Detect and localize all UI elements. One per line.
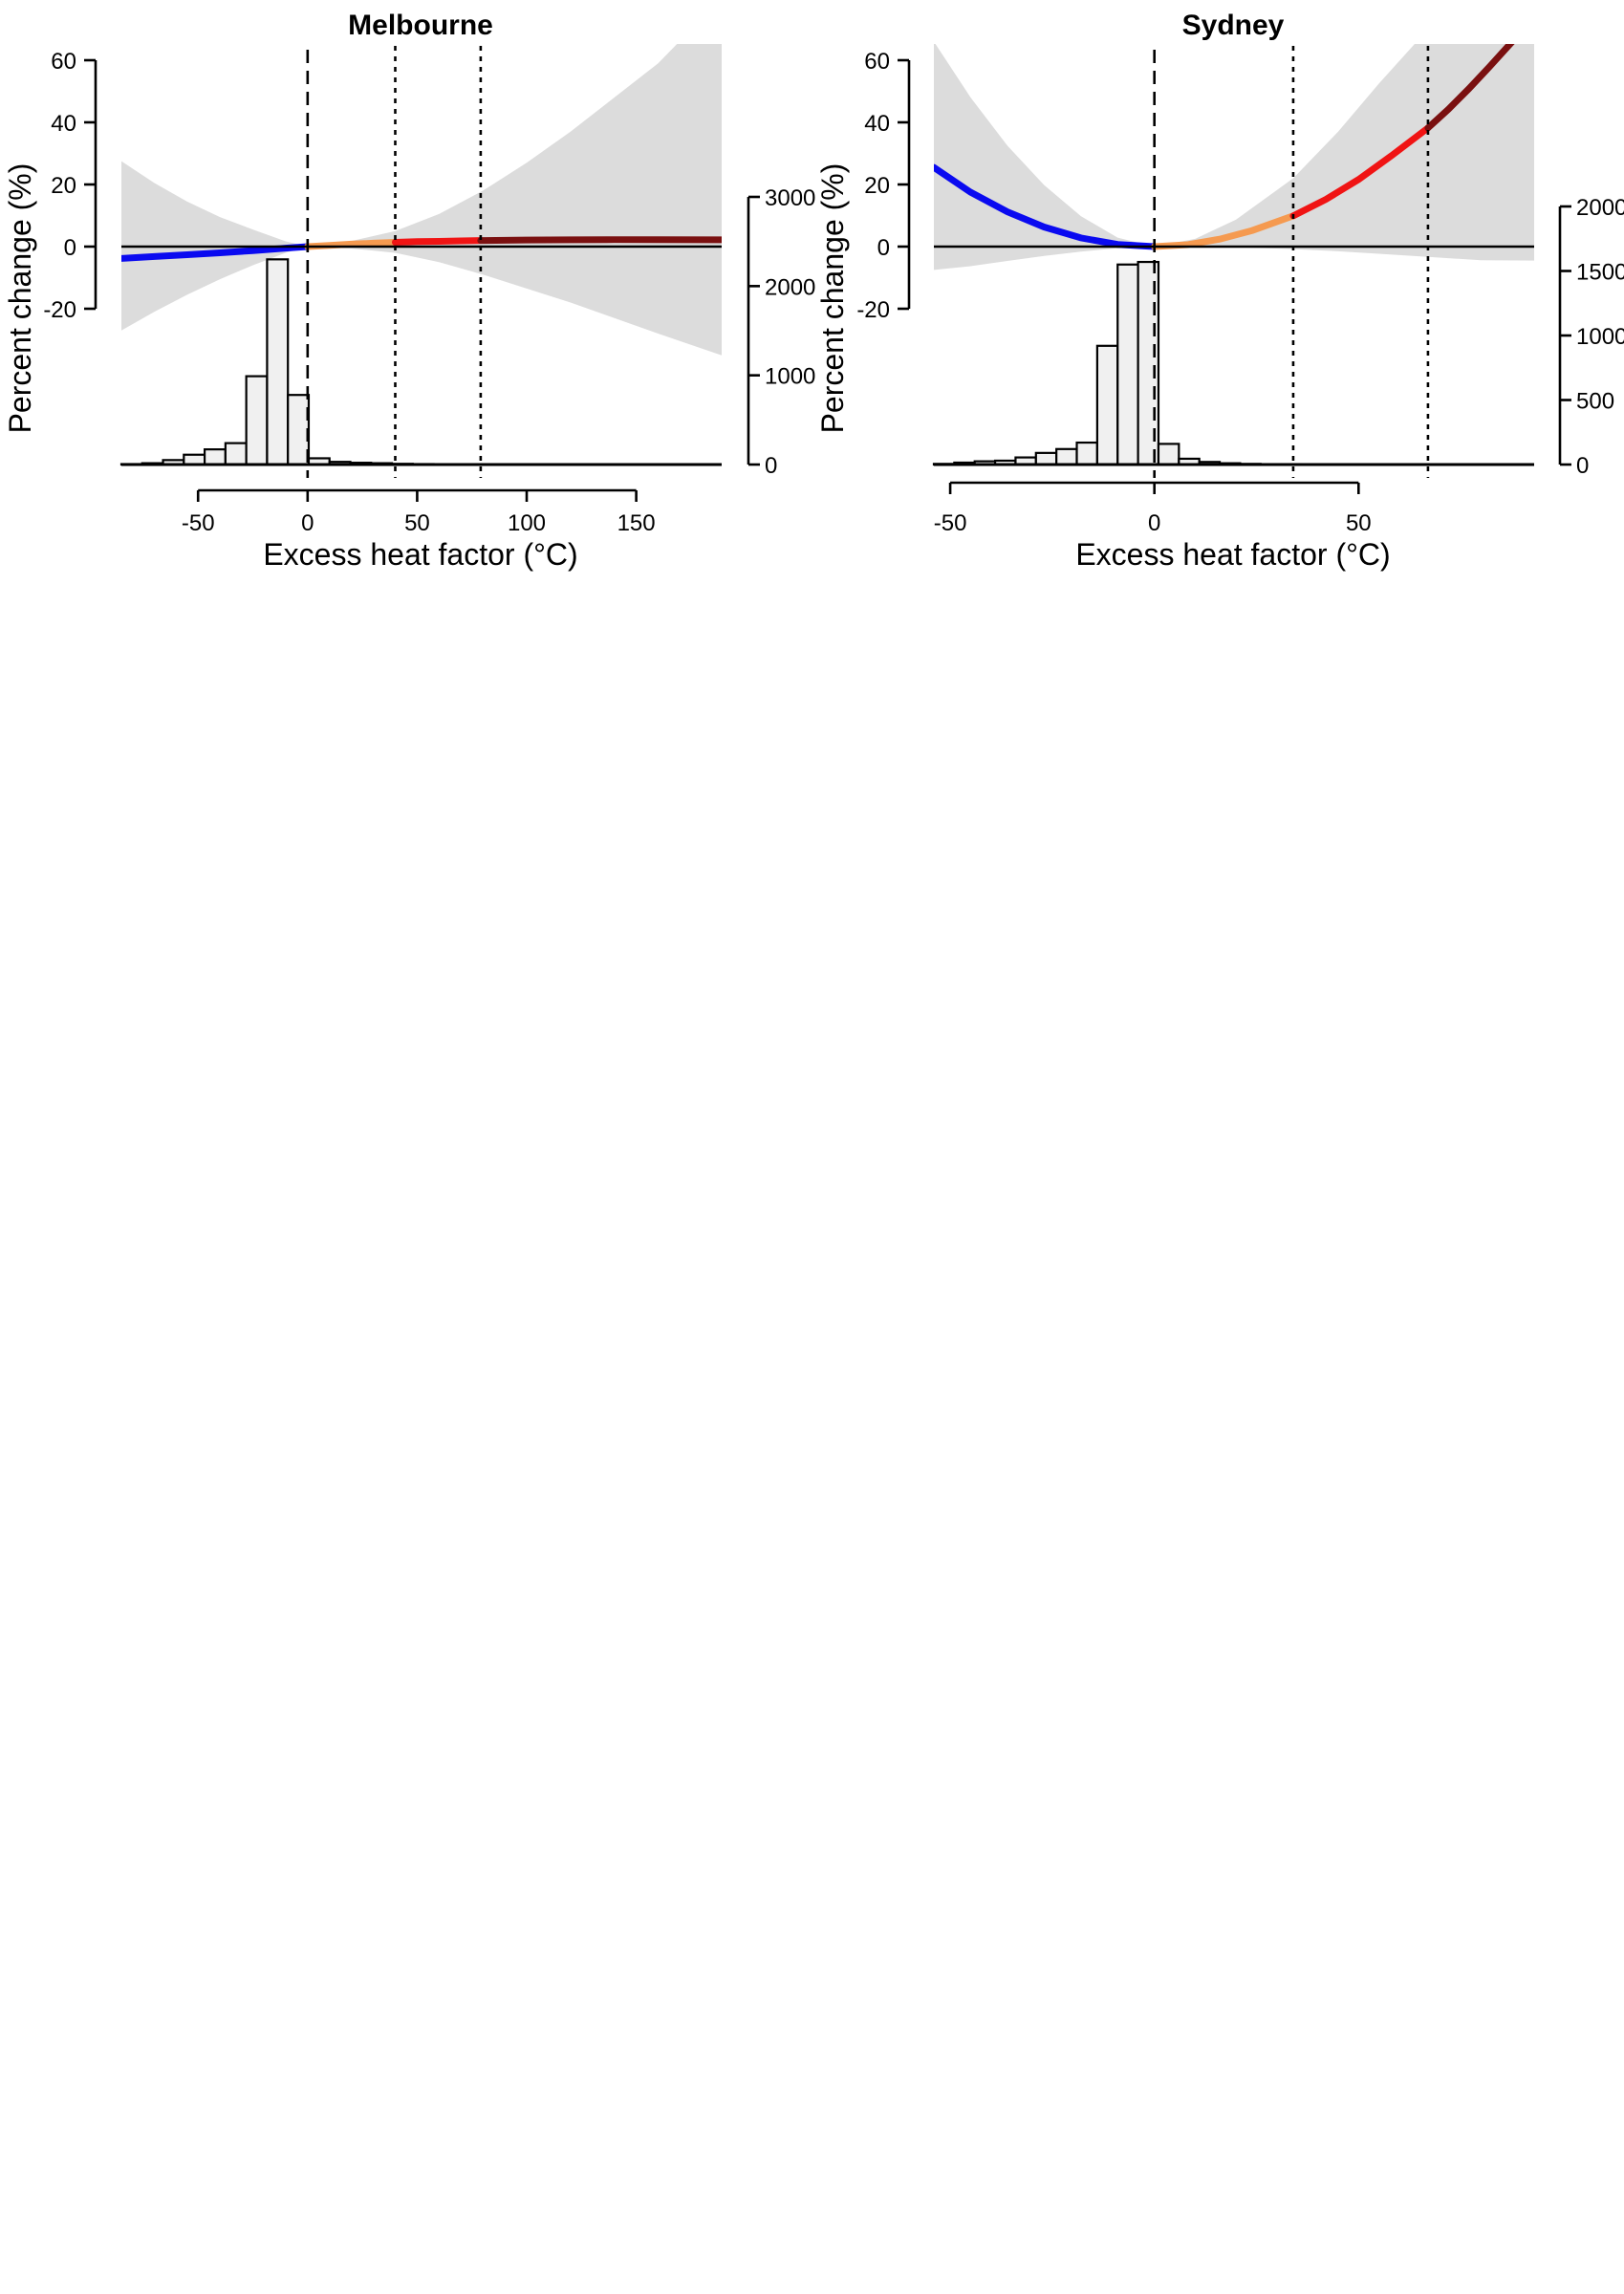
histogram-bar: [1158, 444, 1179, 465]
histogram-bar: [288, 395, 309, 465]
series-line: [395, 241, 480, 243]
x-axis-label: Excess heat factor (°C): [1075, 537, 1390, 572]
y-axis: -20 0 20 40 60: [856, 49, 909, 323]
histogram-axis-tick-label: 1000: [1576, 324, 1624, 350]
y-axis-label: Percent change (%): [815, 163, 850, 434]
y-tick-label: -20: [43, 297, 76, 323]
y-tick-label: -20: [856, 297, 890, 323]
confidence-band: [121, 0, 722, 356]
x-tick-label: 50: [1346, 510, 1372, 536]
y-tick-label: 60: [51, 49, 76, 75]
y-tick-label: 40: [51, 111, 76, 137]
histogram-axis-tick-label: 1500: [1576, 260, 1624, 286]
histogram-axis-tick-label: 2000: [1576, 195, 1624, 221]
x-axis: -50 0 50 100 150: [182, 490, 656, 536]
chart-title: Sydney: [1182, 10, 1285, 41]
histogram-bar: [247, 377, 268, 465]
x-tick-label: 50: [404, 510, 430, 536]
histogram-bar: [205, 449, 226, 465]
x-tick-label: 0: [1148, 510, 1160, 536]
histogram-axis-tick-label: 0: [1576, 453, 1589, 479]
y-tick-label: 60: [864, 49, 890, 75]
series-line: [481, 240, 722, 241]
histogram-bar: [184, 455, 205, 465]
histogram-axis-tick-label: 500: [1576, 389, 1614, 415]
y-axis-label: Percent change (%): [3, 163, 37, 434]
x-tick-label: 100: [508, 510, 546, 536]
histogram-bar: [1036, 453, 1056, 465]
histogram-axis: 0 1000 2000 3000: [748, 185, 815, 479]
histogram-bar: [1097, 346, 1117, 465]
histogram-bar: [1056, 449, 1076, 465]
y-tick-label: 0: [64, 235, 76, 261]
y-axis: -20 0 20 40 60: [43, 49, 96, 323]
x-axis: -50 0 50: [934, 483, 1372, 536]
histogram-bar: [226, 444, 247, 465]
y-tick-label: 20: [864, 173, 890, 199]
histogram-bar: [1077, 443, 1097, 465]
histogram-axis-tick-label: 2000: [765, 274, 815, 300]
histogram-axis-tick-label: 3000: [765, 185, 815, 211]
histogram-axis-tick-label: 0: [765, 453, 777, 479]
y-tick-label: 0: [877, 235, 890, 261]
y-tick-label: 40: [864, 111, 890, 137]
x-tick-label: -50: [934, 510, 967, 536]
histogram: [934, 262, 1342, 465]
histogram-axis: 0 500 1000 1500 2000: [1560, 195, 1624, 479]
plot-area: [121, 0, 722, 356]
x-tick-label: -50: [182, 510, 215, 536]
panel-sydney: -20 0 20 40 60 0 500 1000 1500 2000 -50 0 50 Sydney Ex…: [815, 0, 1624, 572]
histogram-axis-tick-label: 1000: [765, 364, 815, 390]
chart-title: Melbourne: [348, 10, 493, 41]
x-tick-label: 150: [617, 510, 656, 536]
histogram-bar: [267, 259, 288, 465]
x-axis-label: Excess heat factor (°C): [263, 537, 577, 572]
x-tick-label: 0: [301, 510, 314, 536]
histogram-bar: [1117, 265, 1137, 465]
y-tick-label: 20: [51, 173, 76, 199]
panel-melbourne: -20 0 20 40 60 0 1000 2000 3000 -50 0 50 100 150 Melbo…: [3, 0, 815, 572]
